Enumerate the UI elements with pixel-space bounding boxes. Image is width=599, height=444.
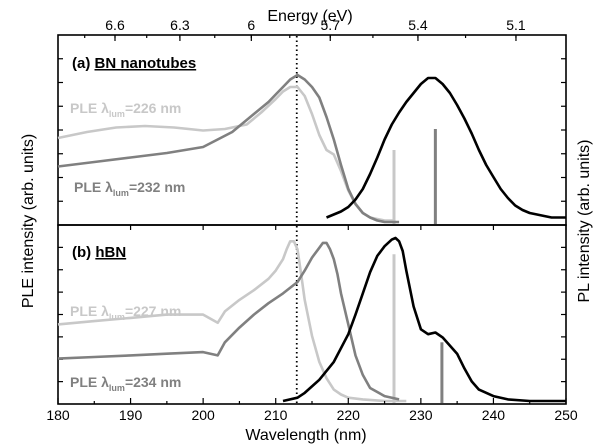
series-line-2 <box>57 241 400 401</box>
series-line-3 <box>326 76 566 219</box>
series-annotation: PLE λlum=232 nm <box>74 179 185 198</box>
panel-letter: (b) <box>72 244 95 261</box>
panel-title: (a) BN nanotubes <box>72 55 196 72</box>
x-tick-label: 180 <box>46 407 70 423</box>
energy-tick-label: 6 <box>247 17 255 33</box>
energy-tick-label: 5.4 <box>408 17 428 33</box>
x-tick-label: 210 <box>264 407 288 423</box>
panel-name: hBN <box>95 244 126 261</box>
annotation-subscript: lum <box>113 188 129 198</box>
panel-title: (b) hBN <box>72 244 126 261</box>
energy-tick-label: 5.7 <box>321 17 341 33</box>
annotation-suffix: =226 nm <box>125 100 181 116</box>
x-tick-label: 240 <box>482 407 506 423</box>
series-annotation: PLE λlum=234 nm <box>70 374 181 393</box>
series-annotation: PLE λlum=226 nm <box>70 100 181 119</box>
top-axis-title: Energy (eV) <box>267 8 352 25</box>
right-axis-title: PL intensity (arb. units) <box>576 139 593 302</box>
x-tick-label: 250 <box>554 407 578 423</box>
annotation-symbol: λ <box>101 303 109 319</box>
annotation-prefix: PLE <box>70 374 101 390</box>
series-line-1 <box>57 240 407 403</box>
annotation-suffix: =234 nm <box>125 374 181 390</box>
annotation-subscript: lum <box>109 109 125 119</box>
annotation-suffix: =232 nm <box>129 179 185 195</box>
annotation-prefix: PLE <box>74 179 105 195</box>
energy-tick-label: 6.6 <box>105 17 125 33</box>
annotation-suffix: =227 nm <box>125 303 181 319</box>
bottom-axis-title: Wavelength (nm) <box>245 427 366 444</box>
annotation-prefix: PLE <box>70 100 101 116</box>
panel-letter: (a) <box>72 55 95 72</box>
x-tick-label: 190 <box>119 407 143 423</box>
series-line-3 <box>282 236 566 403</box>
left-axis-title: PLE intensity (arb. units) <box>20 134 37 308</box>
bottom-axis-ticks: 180 190 200 210 220 230 240 250 <box>46 225 578 423</box>
x-tick-label: 220 <box>337 407 361 423</box>
annotation-subscript: lum <box>109 383 125 393</box>
energy-tick-label: 5.1 <box>506 17 526 33</box>
energy-tick-label: 6.3 <box>170 17 190 33</box>
annotation-symbol: λ <box>101 100 109 116</box>
x-tick-label: 200 <box>191 407 215 423</box>
annotation-symbol: λ <box>105 179 113 195</box>
top-axis-ticks: 6.6 6.3 6 5.7 5.4 5.1 <box>84 17 526 41</box>
annotation-symbol: λ <box>101 374 109 390</box>
series-line-2 <box>57 73 400 224</box>
x-tick-label: 230 <box>409 407 433 423</box>
annotation-prefix: PLE <box>70 303 101 319</box>
series-annotation: PLE λlum=227 nm <box>70 303 181 322</box>
panel-name: BN nanotubes <box>95 55 197 72</box>
annotation-subscript: lum <box>109 312 125 322</box>
